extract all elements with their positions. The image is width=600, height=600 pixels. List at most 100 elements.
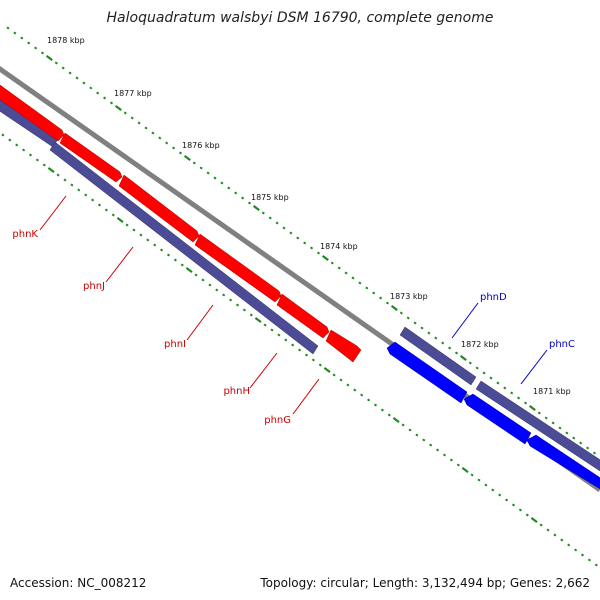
major-tick <box>47 167 55 173</box>
minor-tick <box>192 161 196 165</box>
minor-tick <box>311 358 315 362</box>
minor-tick <box>194 273 198 277</box>
gene-track <box>0 84 600 490</box>
minor-tick <box>125 223 129 227</box>
gene-arrow-forward <box>325 329 362 363</box>
kbp-label: 1871 kbp <box>533 387 571 396</box>
leader-line <box>186 304 214 341</box>
major-tick <box>390 305 398 311</box>
minor-tick <box>511 503 516 507</box>
minor-tick <box>413 321 417 325</box>
minor-tick <box>63 178 67 182</box>
gene-label-phnk: phnK <box>12 229 38 240</box>
minor-tick <box>91 198 95 202</box>
gene-arrow-reverse <box>526 434 600 490</box>
minor-tick <box>160 248 164 252</box>
minor-tick <box>477 478 481 482</box>
minor-tick <box>172 146 176 150</box>
minor-tick <box>401 423 405 427</box>
minor-tick <box>82 81 86 85</box>
kbp-label: 1878 kbp <box>47 36 85 45</box>
minor-tick <box>422 438 426 442</box>
minor-tick <box>35 158 39 162</box>
kbp-label: 1873 kbp <box>390 292 428 301</box>
minor-tick <box>558 426 562 430</box>
minor-tick <box>510 391 514 395</box>
minor-tick <box>415 433 419 437</box>
gene-arrow-forward <box>194 233 282 303</box>
minor-tick <box>242 308 246 312</box>
minor-tick <box>268 216 272 220</box>
minor-tick <box>448 346 452 350</box>
minor-tick <box>263 323 267 327</box>
leader-line <box>105 246 134 283</box>
minor-tick <box>434 336 438 340</box>
minor-tick <box>153 243 157 247</box>
kbp-label: 1874 kbp <box>320 242 358 251</box>
minor-tick <box>586 446 590 450</box>
minor-tick <box>436 448 440 452</box>
minor-tick <box>77 188 81 192</box>
minor-tick <box>15 143 19 147</box>
minor-tick <box>567 543 571 547</box>
outer-tick-track <box>6 26 597 455</box>
gene-label-phng: phnG <box>264 415 291 426</box>
minor-tick <box>89 86 93 90</box>
minor-tick <box>358 281 362 285</box>
minor-tick <box>151 131 155 135</box>
gene-label-phni: phnI <box>164 339 186 350</box>
minor-tick <box>68 71 72 75</box>
gene-arrow-forward <box>0 84 65 142</box>
minor-tick <box>132 228 136 232</box>
minor-tick <box>215 288 219 292</box>
minor-tick <box>367 398 371 402</box>
map-title: Haloquadratum walsbyi DSM 16790, complet… <box>107 10 494 26</box>
minor-tick <box>316 251 321 255</box>
minor-tick <box>482 371 486 375</box>
gene-label-phnc: phnC <box>549 339 575 350</box>
minor-tick <box>206 171 210 175</box>
kbp-label: 1875 kbp <box>251 193 289 202</box>
minor-tick <box>456 463 460 467</box>
major-tick <box>45 55 53 61</box>
major-tick <box>530 517 538 523</box>
minor-tick <box>166 253 171 257</box>
cds-block <box>399 326 477 386</box>
minor-tick <box>339 378 343 382</box>
minor-tick <box>580 553 585 557</box>
minor-tick <box>427 331 431 335</box>
major-tick <box>252 205 260 211</box>
minor-tick <box>484 483 488 487</box>
minor-tick <box>498 493 502 497</box>
minor-tick <box>332 373 336 377</box>
minor-tick <box>330 261 334 265</box>
minor-tick <box>56 173 60 177</box>
leader-line <box>520 349 548 385</box>
minor-tick <box>537 411 541 415</box>
minor-tick <box>234 191 238 195</box>
minor-tick <box>592 451 597 455</box>
minor-tick <box>213 176 217 180</box>
minor-tick <box>20 36 24 40</box>
minor-tick <box>351 276 355 280</box>
gene-arrow-forward <box>118 174 200 243</box>
minor-tick <box>544 416 548 420</box>
minor-tick <box>277 333 281 337</box>
gene-arrow-reverse <box>463 393 532 445</box>
leader-line <box>451 302 479 339</box>
minor-tick <box>525 513 529 517</box>
minor-tick <box>468 361 472 365</box>
minor-tick <box>353 388 357 392</box>
minor-tick <box>408 428 412 432</box>
minor-tick <box>1 133 5 137</box>
minor-tick <box>399 311 403 315</box>
minor-tick <box>201 278 205 282</box>
minor-tick <box>235 303 240 307</box>
minor-tick <box>137 121 141 125</box>
minor-tick <box>454 351 459 355</box>
minor-tick <box>449 458 453 462</box>
minor-tick <box>303 241 307 245</box>
minor-tick <box>553 533 557 537</box>
minor-tick <box>34 46 38 50</box>
minor-tick <box>379 296 383 300</box>
